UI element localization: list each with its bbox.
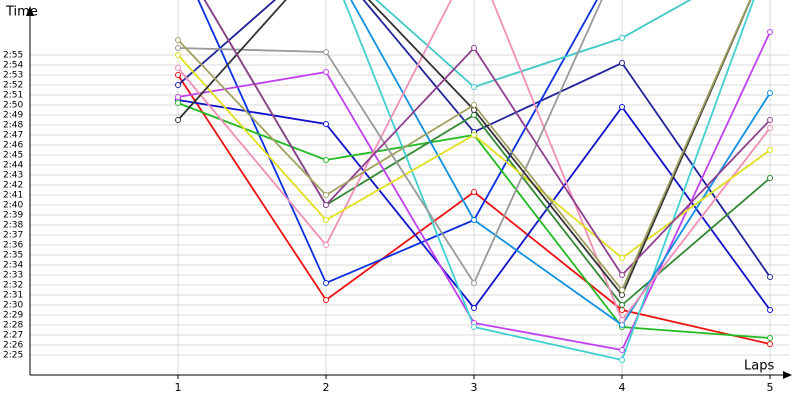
y-tick-label: 2:42 xyxy=(3,181,23,191)
point xyxy=(619,255,626,261)
y-tick-label: 2:33 xyxy=(3,271,23,281)
point xyxy=(471,324,478,330)
y-tick-label: 2:48 xyxy=(3,121,23,131)
y-tick-label: 2:45 xyxy=(3,151,23,161)
point xyxy=(767,274,774,280)
point xyxy=(323,69,330,75)
point xyxy=(767,29,774,35)
x-tick-label: 2 xyxy=(323,381,330,394)
y-tick-label: 2:32 xyxy=(3,281,23,291)
y-tick-label: 2:47 xyxy=(3,131,23,141)
x-arrow xyxy=(783,371,792,379)
y-tick-label: 2:38 xyxy=(3,221,23,231)
y-tick-label: 2:40 xyxy=(3,201,23,211)
point xyxy=(323,280,330,286)
point xyxy=(619,357,626,363)
point xyxy=(619,35,626,41)
y-tick-label: 2:26 xyxy=(3,341,23,351)
y-tick-label: 2:28 xyxy=(3,321,23,331)
point xyxy=(323,49,330,55)
point xyxy=(175,37,182,43)
y-tick-label: 2:54 xyxy=(3,61,23,71)
y-tick-label: 2:49 xyxy=(3,111,23,121)
point xyxy=(471,84,478,90)
point xyxy=(175,72,182,78)
y-tick-label: 2:34 xyxy=(3,261,23,271)
point xyxy=(471,189,478,195)
point xyxy=(471,280,478,286)
point xyxy=(471,45,478,51)
point xyxy=(619,104,626,110)
x-tick-label: 1 xyxy=(175,381,182,394)
point xyxy=(619,307,626,313)
point xyxy=(767,90,774,96)
y-tick-label: 2:43 xyxy=(3,171,23,181)
point xyxy=(619,347,626,353)
point xyxy=(471,132,478,138)
y-tick-label: 2:35 xyxy=(3,251,23,261)
point xyxy=(619,317,626,323)
point xyxy=(767,117,774,123)
point xyxy=(767,125,774,131)
x-label: Laps xyxy=(744,359,774,374)
y-tick-label: 2:52 xyxy=(3,81,23,91)
point xyxy=(767,147,774,153)
point xyxy=(175,94,182,100)
point xyxy=(175,100,182,106)
point xyxy=(471,112,478,118)
point xyxy=(471,102,478,108)
y-tick-label: 2:55 xyxy=(3,51,23,61)
point xyxy=(323,242,330,248)
point xyxy=(619,272,626,278)
y-tick-label: 2:44 xyxy=(3,161,23,171)
point xyxy=(323,157,330,163)
point xyxy=(175,117,182,123)
point xyxy=(767,175,774,181)
y-tick-label: 2:25 xyxy=(3,351,23,361)
y-tick-label: 2:31 xyxy=(3,291,23,301)
point xyxy=(323,217,330,223)
point xyxy=(323,202,330,208)
y-tick-label: 2:30 xyxy=(3,301,23,311)
point xyxy=(619,60,626,66)
point xyxy=(471,217,478,223)
x-tick-label: 3 xyxy=(471,381,478,394)
point xyxy=(175,52,182,58)
x-tick-label: 5 xyxy=(767,381,774,394)
x-tick-label: 4 xyxy=(619,381,626,394)
y-tick-label: 2:37 xyxy=(3,231,23,241)
y-tick-label: 2:50 xyxy=(3,101,23,111)
y-tick-label: 2:53 xyxy=(3,71,23,81)
y-tick-label: 2:27 xyxy=(3,331,23,341)
point xyxy=(323,121,330,127)
point xyxy=(471,305,478,311)
series-line xyxy=(177,0,771,322)
point xyxy=(323,297,330,303)
y-arrow xyxy=(26,6,34,16)
y-tick-label: 2:46 xyxy=(3,141,23,151)
y-tick-label: 2:41 xyxy=(3,191,23,201)
y-tick-label: 2:29 xyxy=(3,311,23,321)
point xyxy=(767,341,774,347)
point xyxy=(471,107,478,113)
y-tick-label: 2:39 xyxy=(3,211,23,221)
point xyxy=(619,302,626,308)
point xyxy=(767,307,774,313)
y-label: Time xyxy=(5,5,38,20)
point xyxy=(175,82,182,88)
point xyxy=(323,192,330,198)
point xyxy=(175,45,182,51)
y-tick-label: 2:51 xyxy=(3,91,23,101)
point xyxy=(767,335,774,341)
point xyxy=(619,287,626,293)
point xyxy=(175,65,182,71)
y-tick-label: 2:36 xyxy=(3,241,23,251)
point xyxy=(619,292,626,298)
point xyxy=(619,322,626,328)
